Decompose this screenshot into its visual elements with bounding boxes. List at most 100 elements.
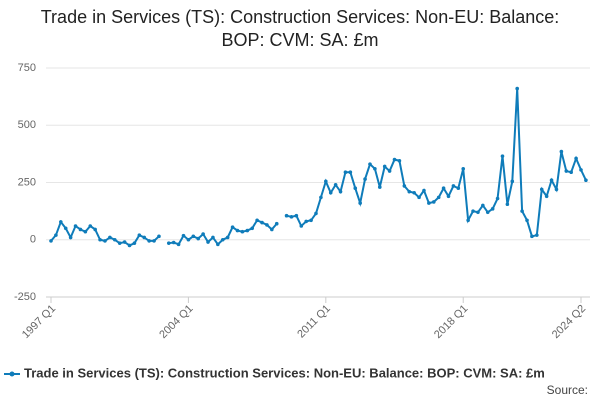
data-point	[78, 227, 83, 232]
series-line	[50, 88, 587, 247]
data-point	[68, 235, 73, 240]
data-point	[314, 211, 318, 216]
data-point	[525, 218, 529, 223]
data-point	[181, 233, 186, 238]
data-point	[574, 156, 578, 161]
data-point	[510, 179, 515, 184]
data-point	[166, 241, 171, 245]
data-point	[530, 234, 534, 239]
data-point	[490, 207, 495, 211]
data-point	[63, 226, 68, 231]
data-point	[196, 236, 201, 241]
data-point	[274, 221, 279, 226]
data-point	[549, 178, 554, 183]
data-point	[368, 162, 372, 166]
data-point	[422, 188, 426, 193]
data-point	[191, 234, 196, 239]
data-point	[225, 235, 230, 240]
data-point	[353, 186, 358, 191]
data-point	[358, 201, 362, 205]
data-point	[373, 166, 377, 171]
legend-label: Trade in Services (TS): Construction Ser…	[24, 365, 545, 380]
data-point	[539, 187, 544, 192]
data-point	[186, 237, 191, 242]
data-point	[93, 227, 97, 232]
data-point	[147, 239, 151, 243]
data-point	[265, 223, 269, 227]
y-tick-label: -250	[14, 291, 36, 303]
data-point	[461, 166, 466, 171]
data-point	[142, 235, 147, 240]
data-point	[103, 239, 107, 243]
y-tick-label: 0	[30, 234, 36, 246]
data-point	[284, 213, 289, 218]
data-point	[441, 186, 446, 191]
x-tick-label: 2004 Q1	[157, 303, 195, 341]
x-tick-label: 2011 Q1	[295, 303, 333, 341]
data-point	[54, 233, 58, 237]
data-point	[112, 237, 117, 242]
data-point	[299, 224, 304, 228]
data-point	[49, 239, 53, 243]
data-point	[201, 232, 205, 236]
data-point	[363, 177, 367, 181]
data-point	[495, 196, 500, 201]
y-tick-label: 250	[18, 176, 36, 188]
data-point	[127, 243, 132, 248]
data-point	[255, 218, 259, 223]
data-point	[481, 203, 485, 208]
data-point	[250, 226, 255, 231]
data-point	[412, 191, 416, 195]
data-point	[451, 184, 456, 188]
data-point	[328, 191, 333, 195]
data-point	[240, 229, 245, 234]
data-point	[476, 210, 480, 215]
data-point	[407, 189, 412, 194]
data-point	[289, 215, 294, 219]
data-point	[98, 237, 102, 242]
data-point	[117, 241, 122, 245]
data-point	[564, 169, 569, 173]
chart-title: Trade in Services (TS): Construction Ser…	[40, 7, 560, 50]
data-point	[382, 164, 387, 169]
data-point	[397, 158, 402, 163]
data-point	[520, 209, 524, 213]
data-point	[206, 240, 210, 244]
data-point	[309, 218, 313, 223]
y-tick-label: 500	[18, 119, 36, 131]
data-point	[431, 200, 436, 204]
data-point	[73, 224, 78, 228]
data-point	[348, 170, 353, 174]
data-point	[436, 195, 441, 200]
data-point	[122, 240, 127, 244]
data-point	[505, 202, 510, 207]
data-point	[230, 225, 235, 229]
x-tick-label: 2018 Q1	[432, 303, 470, 341]
data-point	[220, 237, 225, 242]
data-point	[515, 86, 520, 91]
data-point	[171, 240, 176, 245]
data-point	[260, 220, 264, 225]
data-point	[559, 149, 564, 154]
data-point	[270, 227, 274, 232]
data-point	[387, 169, 392, 173]
data-point	[544, 194, 549, 199]
data-point	[500, 154, 505, 158]
data-point	[427, 201, 431, 205]
data-point	[324, 179, 328, 184]
data-point	[466, 218, 470, 223]
data-point	[417, 195, 421, 200]
data-point	[535, 233, 539, 237]
data-point	[456, 186, 461, 191]
data-point	[137, 233, 142, 237]
data-point	[59, 220, 63, 224]
data-point	[216, 242, 220, 247]
data-point	[211, 235, 215, 240]
data-point	[176, 242, 181, 247]
data-point	[343, 170, 348, 174]
y-tick-label: 750	[18, 62, 36, 74]
data-point	[108, 235, 112, 240]
data-point	[294, 213, 299, 218]
